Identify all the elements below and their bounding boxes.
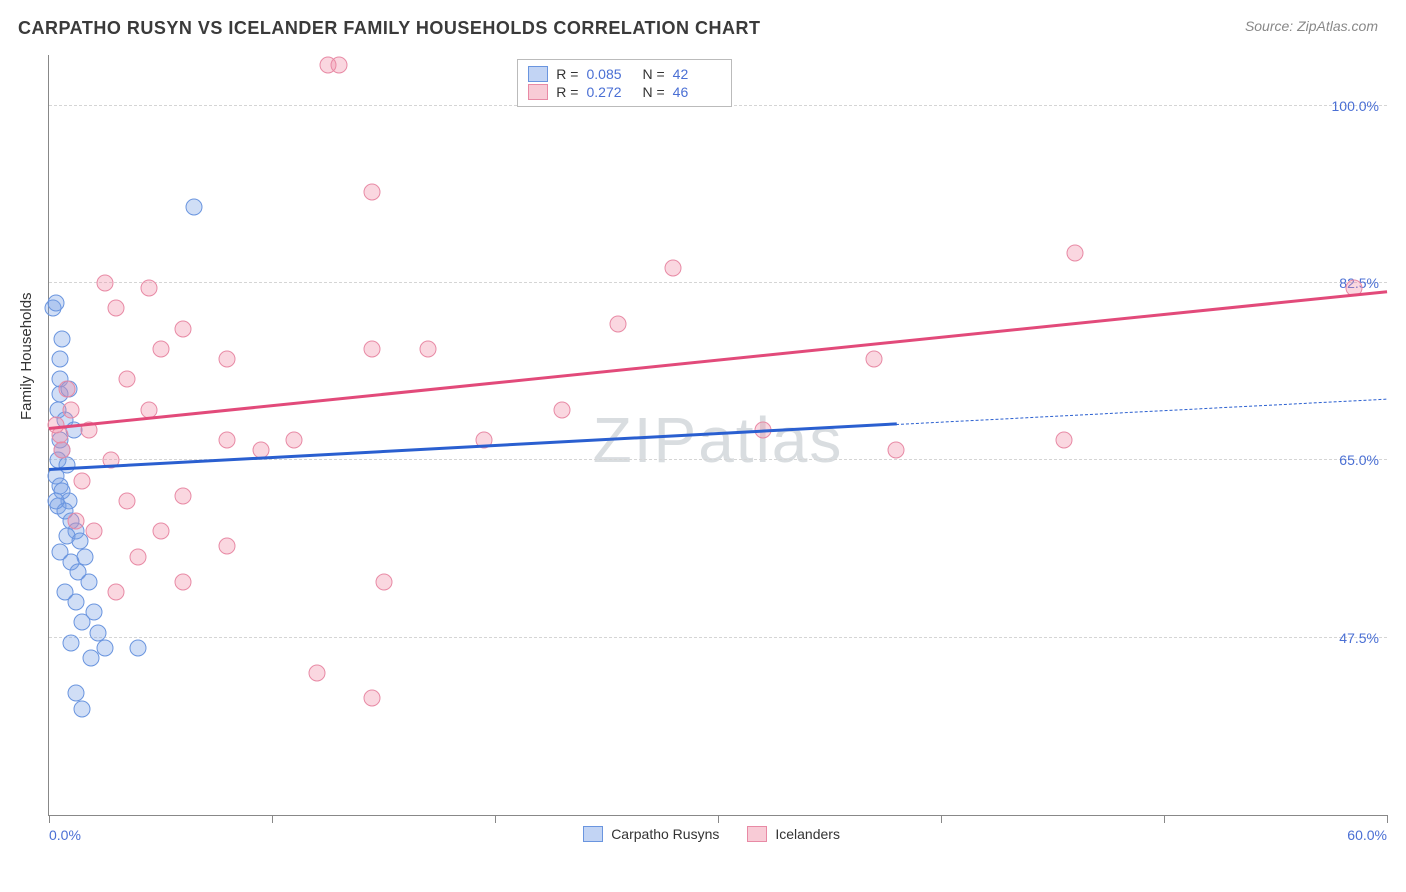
x-tick xyxy=(1164,815,1165,823)
legend-row: R = 0.085 N = 42 xyxy=(528,65,720,83)
legend-swatch xyxy=(747,826,767,842)
legend-swatch xyxy=(528,66,548,82)
data-point xyxy=(174,320,191,337)
data-point xyxy=(67,594,84,611)
data-point xyxy=(286,432,303,449)
data-point xyxy=(609,315,626,332)
legend-label: Carpatho Rusyns xyxy=(611,826,719,842)
gridline xyxy=(49,282,1387,283)
data-point xyxy=(119,371,136,388)
y-axis-title: Family Households xyxy=(18,292,35,420)
n-label: N = xyxy=(642,84,664,100)
y-tick-label: 100.0% xyxy=(1332,98,1379,114)
data-point xyxy=(888,442,905,459)
r-value: 0.272 xyxy=(586,84,634,100)
legend-swatch xyxy=(528,84,548,100)
data-point xyxy=(174,573,191,590)
watermark-text: ZIPatlas xyxy=(593,403,844,477)
data-point xyxy=(54,442,71,459)
data-point xyxy=(364,183,381,200)
r-label: R = xyxy=(556,84,578,100)
data-point xyxy=(330,57,347,74)
correlation-legend: R = 0.085 N = 42 R = 0.272 N = 46 xyxy=(517,59,731,107)
data-point xyxy=(553,401,570,418)
data-point xyxy=(219,432,236,449)
x-tick-label: 0.0% xyxy=(49,827,81,843)
chart-title: CARPATHO RUSYN VS ICELANDER FAMILY HOUSE… xyxy=(18,18,761,39)
x-tick xyxy=(49,815,50,823)
data-point xyxy=(219,351,236,368)
data-point xyxy=(364,690,381,707)
chart-plot-area: ZIPatlas R = 0.085 N = 42 R = 0.272 N = 46 47.5… xyxy=(48,55,1387,816)
gridline xyxy=(49,637,1387,638)
data-point xyxy=(107,584,124,601)
data-point xyxy=(141,280,158,297)
x-tick xyxy=(718,815,719,823)
data-point xyxy=(420,340,437,357)
data-point xyxy=(185,199,202,216)
data-point xyxy=(152,523,169,540)
data-point xyxy=(67,513,84,530)
data-point xyxy=(85,523,102,540)
data-point xyxy=(107,300,124,317)
r-label: R = xyxy=(556,66,578,82)
legend-item: Carpatho Rusyns xyxy=(583,825,719,843)
data-point xyxy=(96,275,113,292)
data-point xyxy=(219,538,236,555)
r-value: 0.085 xyxy=(586,66,634,82)
data-point xyxy=(174,487,191,504)
y-tick-label: 47.5% xyxy=(1339,630,1379,646)
y-tick-label: 65.0% xyxy=(1339,452,1379,468)
data-point xyxy=(52,351,69,368)
data-point xyxy=(81,573,98,590)
n-value: 46 xyxy=(673,84,721,100)
x-tick xyxy=(1387,815,1388,823)
data-point xyxy=(83,649,100,666)
data-point xyxy=(152,340,169,357)
n-label: N = xyxy=(642,66,664,82)
trendline-extrapolated xyxy=(896,399,1387,425)
x-tick-label: 60.0% xyxy=(1347,827,1387,843)
data-point xyxy=(866,351,883,368)
legend-row: R = 0.272 N = 46 xyxy=(528,83,720,101)
data-point xyxy=(74,614,91,631)
source-label: Source: ZipAtlas.com xyxy=(1245,18,1378,34)
data-point xyxy=(54,330,71,347)
data-point xyxy=(1066,244,1083,261)
data-point xyxy=(130,639,147,656)
data-point xyxy=(63,401,80,418)
data-point xyxy=(130,548,147,565)
data-point xyxy=(63,634,80,651)
n-value: 42 xyxy=(673,66,721,82)
data-point xyxy=(74,700,91,717)
data-point xyxy=(119,492,136,509)
data-point xyxy=(58,381,75,398)
legend-swatch xyxy=(583,826,603,842)
x-tick xyxy=(495,815,496,823)
header: CARPATHO RUSYN VS ICELANDER FAMILY HOUSE… xyxy=(0,0,1406,47)
data-point xyxy=(47,295,64,312)
x-tick xyxy=(941,815,942,823)
data-point xyxy=(1055,432,1072,449)
data-point xyxy=(665,259,682,276)
legend-label: Icelanders xyxy=(775,826,840,842)
x-tick xyxy=(272,815,273,823)
data-point xyxy=(308,665,325,682)
data-point xyxy=(364,340,381,357)
series-legend: Carpatho Rusyns Icelanders xyxy=(583,825,840,843)
data-point xyxy=(375,573,392,590)
legend-item: Icelanders xyxy=(747,825,840,843)
data-point xyxy=(47,492,64,509)
data-point xyxy=(74,472,91,489)
